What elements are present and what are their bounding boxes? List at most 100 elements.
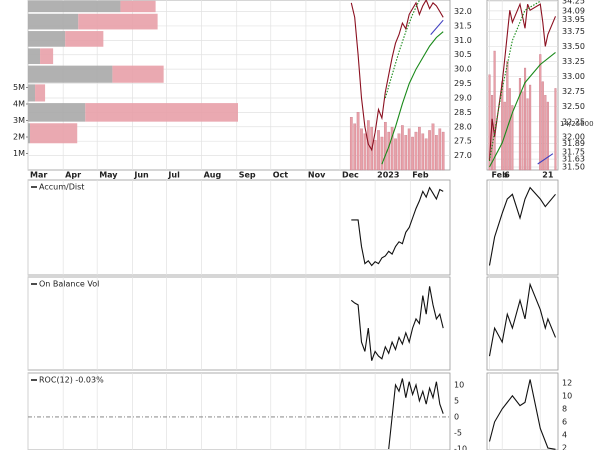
x-tick-label: Feb bbox=[492, 171, 509, 180]
volume-bar bbox=[488, 74, 491, 171]
y-tick-label: 8 bbox=[562, 404, 567, 413]
volume-bar bbox=[353, 123, 357, 171]
y-tick-label: 28.5 bbox=[454, 108, 472, 117]
y-tick-label: 31.50 bbox=[562, 162, 585, 171]
vbp-down bbox=[65, 31, 104, 47]
y-tick-label: 33.25 bbox=[562, 57, 585, 66]
volume-bar bbox=[414, 131, 418, 171]
volume-bar bbox=[554, 88, 557, 171]
panel-label: ROC(12) -0.03% bbox=[39, 376, 104, 385]
y-tick-label: 4 bbox=[562, 430, 567, 439]
series-line bbox=[537, 153, 554, 165]
volume-tick-label: 2M bbox=[13, 132, 25, 141]
volume-bar bbox=[546, 101, 549, 171]
volume-bar bbox=[424, 138, 428, 171]
volume-tick-label: 3M bbox=[13, 116, 25, 125]
x-tick-label: 21 bbox=[542, 171, 554, 180]
volume-bar bbox=[508, 88, 511, 171]
x-tick-label: Aug bbox=[204, 171, 222, 180]
y-tick-label: 33.50 bbox=[562, 42, 585, 51]
series-line bbox=[430, 19, 444, 35]
y-tick-label: 10 bbox=[562, 391, 572, 400]
volume-bar bbox=[411, 136, 414, 171]
x-tick-label: May bbox=[99, 171, 118, 180]
x-tick-label: Oct bbox=[273, 171, 289, 180]
volume-bar bbox=[394, 138, 397, 171]
volume-bar bbox=[418, 126, 421, 171]
series-line bbox=[388, 378, 444, 450]
series-line bbox=[488, 0, 541, 162]
x-tick-label: Nov bbox=[308, 171, 326, 180]
volume-bar bbox=[428, 130, 431, 171]
y-tick-label: -10 bbox=[454, 445, 467, 450]
vbp-down bbox=[78, 13, 158, 30]
series-line bbox=[488, 186, 556, 266]
x-tick-label: Jul bbox=[167, 171, 180, 180]
volume-bar bbox=[356, 112, 360, 171]
vbp-up bbox=[28, 65, 113, 83]
volume-bar bbox=[493, 50, 496, 171]
panel-frame bbox=[27, 179, 451, 276]
vbp-up bbox=[28, 0, 121, 13]
volume-bar bbox=[438, 128, 442, 171]
y-tick-label: 34.09 bbox=[562, 6, 585, 15]
series-line bbox=[384, 0, 420, 99]
y-tick-label: 32.25 bbox=[562, 117, 585, 126]
volume-bar bbox=[518, 78, 522, 171]
volume-bar bbox=[539, 54, 542, 171]
vbp-up bbox=[28, 48, 41, 65]
volume-bar bbox=[431, 123, 435, 171]
y-tick-label: 2 bbox=[562, 444, 567, 450]
x-tick-label: Feb bbox=[412, 171, 429, 180]
y-tick-label: 30.0 bbox=[454, 65, 472, 74]
y-tick-label: 27.0 bbox=[454, 151, 472, 160]
vbp-down bbox=[30, 123, 78, 144]
volume-bar bbox=[373, 140, 377, 171]
series-line bbox=[350, 0, 444, 152]
y-tick-label: 32.75 bbox=[562, 87, 585, 96]
volume-bar bbox=[435, 135, 438, 171]
vbp-down bbox=[40, 48, 54, 65]
panel-frame bbox=[27, 372, 451, 450]
panel-frame bbox=[27, 276, 451, 371]
y-tick-label: 0 bbox=[454, 412, 459, 421]
y-tick-label: 32.5 bbox=[454, 0, 472, 2]
y-tick-label: 33.00 bbox=[562, 72, 585, 81]
y-tick-label: 33.75 bbox=[562, 27, 585, 36]
volume-bar bbox=[421, 133, 425, 171]
y-tick-label: 6 bbox=[562, 417, 567, 426]
x-tick-label: Jun bbox=[133, 171, 149, 180]
x-tick-label: Dec bbox=[342, 171, 359, 180]
volume-bar bbox=[383, 121, 387, 171]
y-tick-label: 31.63 bbox=[562, 155, 585, 164]
vbp-down bbox=[112, 65, 164, 83]
y-tick-label: 31.75 bbox=[562, 147, 585, 156]
x-tick-label: Apr bbox=[65, 171, 81, 180]
volume-bar bbox=[360, 128, 363, 171]
series-line bbox=[381, 31, 444, 165]
y-tick-label: 28.0 bbox=[454, 122, 472, 131]
volume-tick-label: 4M bbox=[13, 99, 25, 108]
panel-frame bbox=[486, 179, 559, 276]
panel-frame bbox=[486, 276, 559, 371]
series-line bbox=[488, 379, 556, 450]
vbp-up bbox=[28, 31, 66, 47]
volume-bar bbox=[404, 135, 408, 171]
y-tick-label: 32.00 bbox=[562, 132, 585, 141]
y-tick-label: 27.5 bbox=[454, 137, 472, 146]
volume-bar bbox=[521, 91, 524, 171]
panel-frame bbox=[486, 372, 559, 450]
series-line bbox=[351, 186, 444, 267]
volume-bar bbox=[380, 136, 384, 171]
volume-bar bbox=[390, 126, 394, 171]
volume-bar bbox=[377, 130, 380, 171]
y-tick-label: 29.5 bbox=[454, 79, 472, 88]
y-tick-label: 34.25 bbox=[562, 0, 585, 6]
volume-tick-label: 5M bbox=[13, 83, 25, 92]
y-tick-label: 32.50 bbox=[562, 102, 585, 111]
y-tick-label: -5 bbox=[454, 428, 462, 437]
vbp-up bbox=[28, 103, 86, 122]
y-tick-label: 5 bbox=[454, 396, 459, 405]
volume-bar bbox=[397, 133, 401, 171]
